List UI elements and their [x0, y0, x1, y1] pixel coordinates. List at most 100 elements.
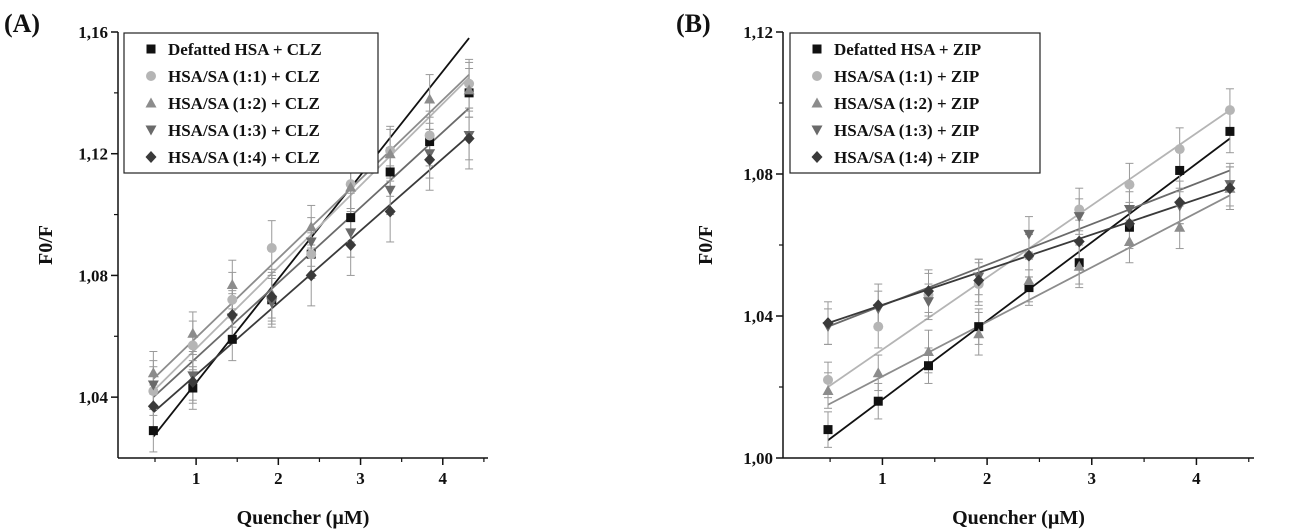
data-point — [187, 327, 199, 338]
data-point — [922, 297, 934, 308]
data-point — [822, 317, 834, 330]
legend-label: Defatted HSA + ZIP — [834, 40, 981, 59]
x-tick-label: 3 — [1088, 469, 1097, 488]
data-point — [424, 153, 436, 166]
y-tick-label: 1,04 — [78, 388, 108, 407]
data-point — [187, 375, 199, 388]
legend-label: HSA/SA (1:3) + ZIP — [834, 121, 979, 140]
data-point — [345, 181, 357, 192]
data-point — [384, 148, 396, 159]
data-point — [1023, 249, 1035, 262]
x-axis-title: Quencher (µM) — [237, 507, 370, 529]
data-point — [1124, 179, 1135, 190]
data-point — [463, 84, 475, 95]
legend-label: HSA/SA (1:1) + CLZ — [168, 67, 320, 86]
data-point — [266, 243, 277, 254]
data-point — [1123, 205, 1135, 215]
y-tick-label: 1,08 — [78, 266, 108, 285]
data-point — [345, 239, 357, 251]
data-point — [1174, 196, 1186, 209]
data-point — [148, 386, 159, 397]
legend-marker — [146, 44, 156, 54]
data-point — [1073, 260, 1085, 271]
x-tick-label: 2 — [983, 469, 992, 488]
legend-marker — [145, 151, 157, 163]
legend-marker — [811, 125, 823, 136]
legend-box — [123, 32, 379, 174]
data-point — [1175, 165, 1185, 175]
data-point — [187, 340, 198, 351]
data-point — [384, 185, 396, 196]
data-point — [425, 137, 435, 147]
x-tick-label: 1 — [878, 469, 887, 488]
legend-marker — [145, 97, 157, 108]
data-point — [384, 205, 396, 218]
data-point — [1224, 182, 1236, 195]
data-point — [1225, 126, 1235, 136]
data-point — [974, 322, 984, 332]
legend-marker — [812, 44, 822, 54]
data-point — [226, 308, 238, 321]
legend-label: HSA/SA (1:2) + ZIP — [834, 94, 979, 113]
data-point — [305, 237, 317, 248]
legend-marker — [811, 97, 823, 108]
data-point — [266, 290, 278, 303]
data-point — [1174, 221, 1186, 232]
y-axis-title: F0/F — [35, 225, 57, 265]
data-point — [464, 78, 475, 89]
data-point — [1023, 229, 1035, 240]
y-tick-label: 1,08 — [743, 165, 773, 184]
data-point — [148, 426, 158, 436]
y-tick-label: 1,00 — [743, 449, 773, 468]
data-point — [306, 249, 317, 260]
data-point — [822, 385, 834, 396]
legend-label: HSA/SA (1:3) + CLZ — [168, 121, 320, 140]
x-tick-label: 2 — [274, 469, 283, 488]
data-point — [823, 374, 834, 385]
data-point — [922, 285, 934, 298]
x-tick-label: 3 — [356, 469, 365, 488]
data-point — [266, 298, 278, 309]
data-point — [922, 346, 934, 356]
panel-a-chart: (A) 1 2 3 4 1,04 1,08 1,12 1,16 Quencher (µM) F0/F… — [4, 9, 488, 529]
data-point — [973, 274, 985, 287]
data-point — [1123, 235, 1135, 246]
legend-label: HSA/SA (1:2) + CLZ — [168, 94, 320, 113]
legend-label: HSA/SA (1:4) + ZIP — [834, 148, 979, 167]
data-point — [305, 221, 317, 232]
y-tick-label: 1,16 — [78, 23, 108, 42]
data-point — [1174, 144, 1185, 155]
data-point — [385, 167, 395, 177]
y-tick-label: 1,12 — [743, 23, 773, 42]
legend-marker — [146, 71, 156, 81]
y-tick-label: 1,12 — [78, 145, 108, 164]
data-point — [1123, 217, 1135, 230]
data-point — [147, 380, 159, 391]
data-point — [973, 328, 985, 339]
data-point — [424, 93, 436, 104]
y-tick-label: 1,04 — [743, 307, 773, 326]
data-point — [345, 228, 357, 239]
data-point — [188, 383, 198, 393]
data-point — [1224, 105, 1235, 116]
panel-tag: (B) — [676, 9, 711, 38]
legend-marker — [145, 125, 157, 136]
data-point — [226, 279, 238, 290]
data-point — [823, 425, 833, 435]
legend-label: HSA/SA (1:1) + ZIP — [834, 67, 979, 86]
x-tick-label: 1 — [192, 469, 201, 488]
data-point — [147, 367, 159, 378]
panel-tag: (A) — [4, 9, 40, 38]
data-point — [923, 361, 933, 371]
panel-b-chart: (B) 1 2 3 4 1,00 1,04 1,08 1,12 Quencher (µM) F0/F… — [676, 9, 1254, 529]
data-point — [873, 396, 883, 406]
legend-label: HSA/SA (1:4) + CLZ — [168, 148, 320, 167]
data-point — [227, 294, 238, 305]
data-point — [1024, 283, 1034, 293]
legend-label: Defatted HSA + CLZ — [168, 40, 322, 59]
data-point — [463, 132, 475, 145]
data-point — [872, 367, 884, 378]
x-tick-label: 4 — [439, 469, 448, 488]
data-point — [147, 400, 159, 413]
